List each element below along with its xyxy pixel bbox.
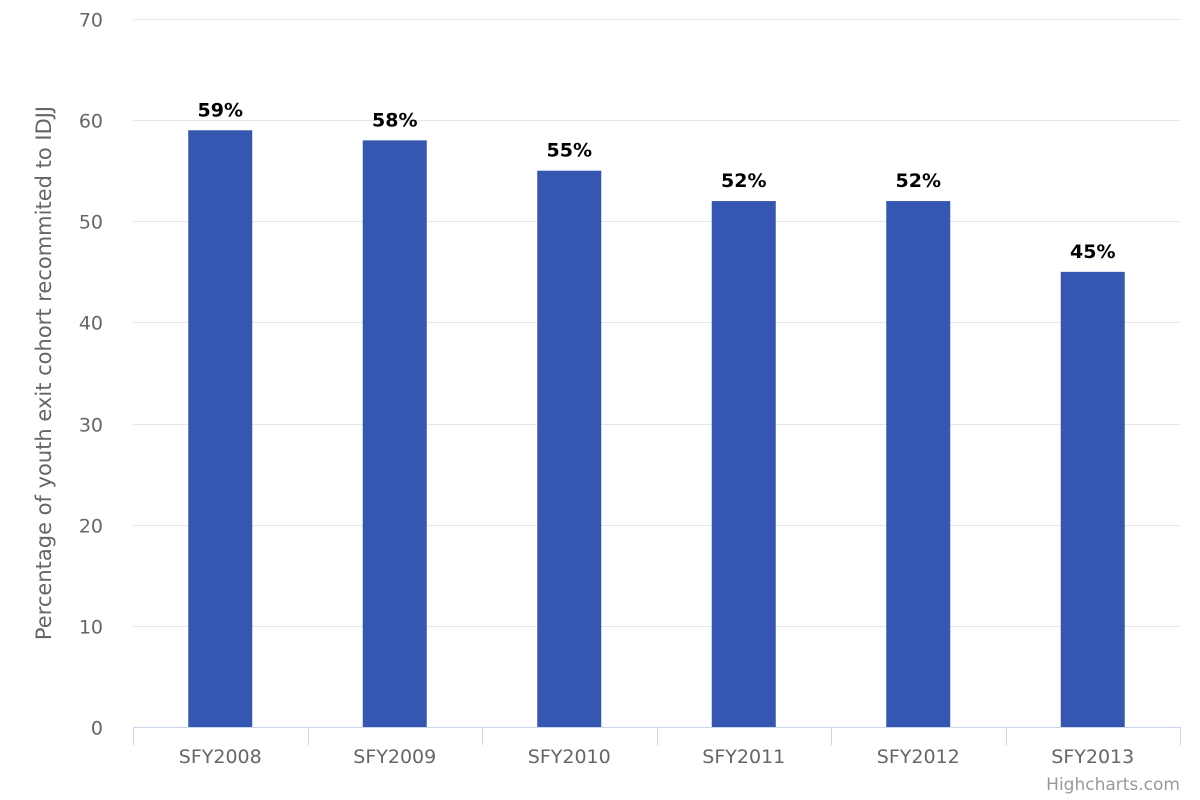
bar[interactable]: [537, 170, 602, 727]
bar[interactable]: [711, 201, 776, 728]
data-label: 52%: [721, 170, 766, 192]
bars: [188, 130, 1125, 728]
y-tick-label: 30: [79, 415, 103, 437]
data-label: 59%: [198, 99, 243, 121]
credits-link[interactable]: Highcharts.com: [1046, 775, 1180, 795]
labels: 0 10 20 30 40 50 60 70 59% 58% 55% 52% 52% 45% SFY2008…: [79, 10, 1134, 769]
y-tick-label: 50: [79, 212, 103, 234]
y-tick-label: 20: [79, 516, 103, 538]
data-label: 55%: [547, 140, 592, 162]
x-tick-label: SFY2012: [877, 746, 960, 768]
y-axis-title: Percentage of youth exit cohort recommit…: [32, 106, 56, 640]
y-tick-label: 60: [79, 111, 103, 133]
x-tick-label: SFY2008: [179, 746, 262, 768]
bar[interactable]: [362, 140, 427, 727]
x-tick-label: SFY2013: [1051, 746, 1134, 768]
axes: [133, 727, 1181, 745]
y-tick-label: 70: [79, 10, 103, 32]
data-label: 58%: [372, 109, 417, 131]
x-tick-label: SFY2009: [353, 746, 436, 768]
gridlines: [133, 19, 1180, 627]
y-tick-label: 10: [79, 617, 103, 639]
x-tick-label: SFY2010: [528, 746, 611, 768]
bar[interactable]: [188, 130, 253, 727]
bar[interactable]: [1060, 271, 1125, 727]
y-tick-label: 0: [91, 718, 103, 740]
bar[interactable]: [886, 201, 951, 728]
y-tick-label: 40: [79, 313, 103, 335]
x-tick-label: SFY2011: [702, 746, 785, 768]
data-label: 45%: [1070, 241, 1115, 263]
data-label: 52%: [896, 170, 941, 192]
